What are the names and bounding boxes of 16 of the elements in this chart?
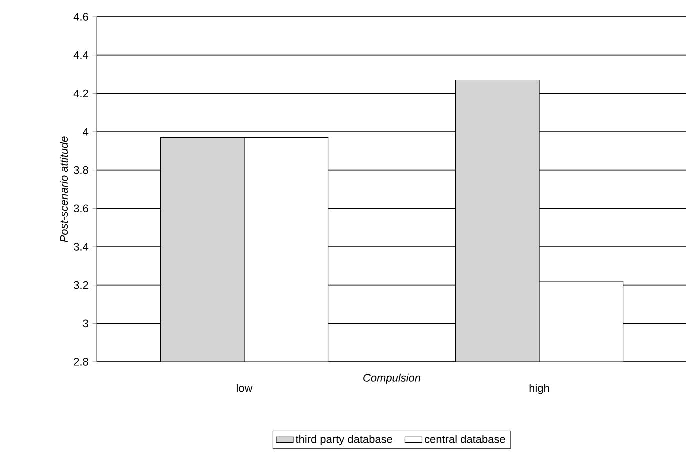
y-tick-label: 4.2	[74, 90, 88, 98]
x-axis-title: Compulsion	[364, 374, 421, 384]
y-axis-title: Post-scenario attitude	[60, 136, 68, 242]
y-tick-label: 3	[83, 320, 88, 328]
legend-label: third party database	[296, 435, 392, 446]
y-tick-label: 4.6	[74, 13, 88, 21]
y-tick-label: 3.4	[74, 243, 89, 251]
y-tick-label: 3.8	[74, 166, 88, 174]
y-tick-label: 4	[83, 128, 89, 136]
legend-label: central database	[424, 435, 506, 444]
y-tick-label: 3.6	[74, 204, 88, 213]
y-tick-label: 2.8	[74, 358, 88, 366]
y-tick-label: 3.2	[74, 281, 88, 290]
x-tick-label: high	[530, 384, 550, 394]
y-tick-label: 4.4	[74, 52, 89, 60]
x-tick-label: low	[236, 384, 253, 392]
